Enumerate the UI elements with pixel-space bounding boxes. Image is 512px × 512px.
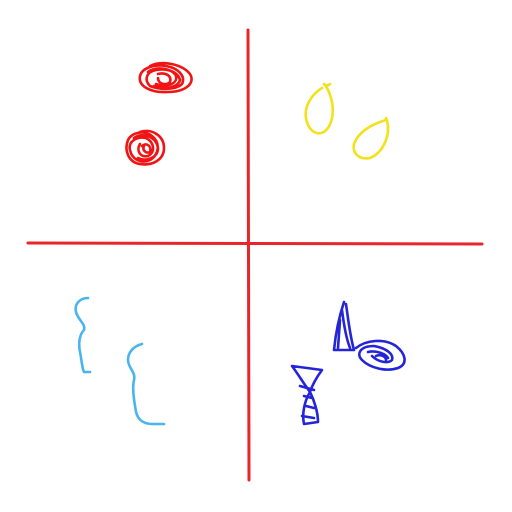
horizontal-axis-line xyxy=(26,241,484,246)
light-blue-curly-stroke xyxy=(74,296,92,374)
light-blue-curly-stroke xyxy=(126,342,166,426)
yellow-teardrop-group xyxy=(304,82,390,160)
blue-hourglass-scribble xyxy=(290,364,324,426)
yellow-teardrop-outline xyxy=(304,82,335,135)
red-scribble-circle xyxy=(125,129,166,166)
axes xyxy=(26,28,484,482)
vertical-axis-line xyxy=(246,28,251,482)
red-scribble-circle xyxy=(138,61,193,94)
yellow-teardrop-outline xyxy=(352,116,390,160)
blue-scribble-group xyxy=(290,300,406,426)
blue-leaf-scribble xyxy=(354,339,406,371)
light-blue-brace-group xyxy=(74,296,166,426)
red-scribble-group xyxy=(125,61,193,166)
blue-triangle-scribble xyxy=(332,300,356,352)
